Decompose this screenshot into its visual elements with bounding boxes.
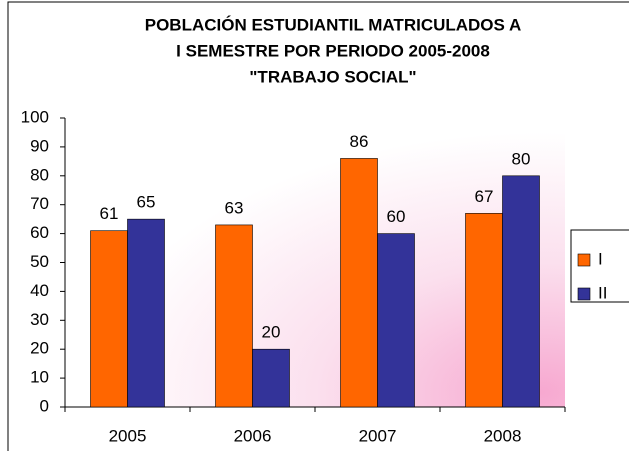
bar	[377, 233, 415, 408]
chart-title: "TRABAJO SOCIAL"	[249, 67, 416, 86]
data-label: 20	[262, 323, 281, 342]
data-label: 67	[475, 187, 494, 206]
y-tick-label: 50	[30, 252, 49, 271]
x-tick-label: 2008	[484, 426, 522, 445]
y-tick-label: 20	[30, 339, 49, 358]
data-label: 60	[387, 207, 406, 226]
legend-swatch	[577, 287, 591, 301]
bar	[215, 224, 253, 408]
data-label: 86	[350, 132, 369, 151]
y-tick-label: 40	[30, 281, 49, 300]
y-tick-label: 100	[21, 107, 49, 126]
y-tick-label: 0	[40, 396, 49, 415]
data-label: 65	[137, 193, 156, 212]
y-tick-label: 60	[30, 223, 49, 242]
data-label: 61	[100, 204, 119, 223]
legend-label: II	[598, 283, 607, 302]
legend-swatch	[577, 253, 591, 267]
data-label: 63	[225, 198, 244, 217]
bar	[90, 230, 128, 408]
x-tick-label: 2007	[359, 426, 397, 445]
y-tick-label: 10	[30, 368, 49, 387]
y-tick-label: 30	[30, 310, 49, 329]
chart-title: POBLACIÓN ESTUDIANTIL MATRICULADOS A	[145, 15, 522, 34]
bar	[127, 218, 165, 408]
x-tick-label: 2006	[234, 426, 272, 445]
chart-title: I SEMESTRE POR PERIODO 2005-2008	[176, 41, 490, 60]
bar	[252, 348, 290, 408]
y-tick-label: 70	[30, 194, 49, 213]
bar	[340, 158, 378, 408]
bar	[502, 175, 540, 408]
y-tick-label: 90	[30, 136, 49, 155]
bar	[465, 213, 503, 408]
x-tick-label: 2005	[109, 426, 147, 445]
y-tick-label: 80	[30, 165, 49, 184]
legend-label: I	[598, 249, 603, 268]
data-label: 80	[512, 149, 531, 168]
